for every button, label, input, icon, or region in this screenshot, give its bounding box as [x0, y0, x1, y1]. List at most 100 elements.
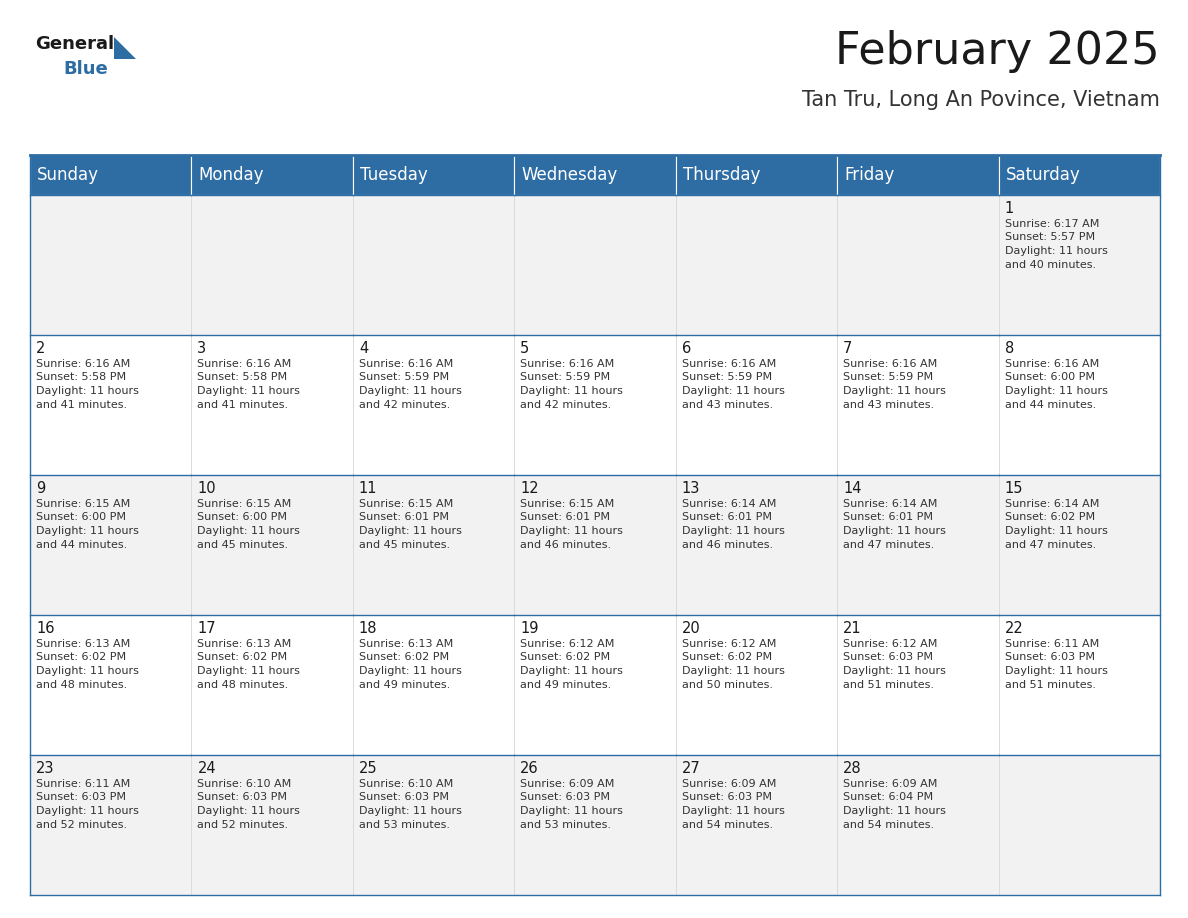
Text: Sunrise: 6:16 AM: Sunrise: 6:16 AM [682, 359, 776, 369]
Text: Sunrise: 6:09 AM: Sunrise: 6:09 AM [682, 779, 776, 789]
Text: and 40 minutes.: and 40 minutes. [1005, 260, 1095, 270]
Text: and 52 minutes.: and 52 minutes. [197, 820, 289, 830]
Text: Sunset: 6:02 PM: Sunset: 6:02 PM [682, 653, 772, 663]
Bar [353, 475, 514, 615]
Text: and 46 minutes.: and 46 minutes. [520, 540, 612, 550]
Text: and 42 minutes.: and 42 minutes. [520, 399, 612, 409]
Bar [353, 155, 514, 195]
Text: and 50 minutes.: and 50 minutes. [682, 679, 772, 689]
Bar [191, 195, 353, 335]
Bar [838, 155, 999, 195]
Bar [999, 475, 1159, 615]
Bar [514, 755, 676, 895]
Text: 18: 18 [359, 621, 378, 636]
Text: Sunrise: 6:16 AM: Sunrise: 6:16 AM [843, 359, 937, 369]
Text: and 51 minutes.: and 51 minutes. [843, 679, 934, 689]
Bar [30, 475, 191, 615]
Text: Sunset: 6:02 PM: Sunset: 6:02 PM [359, 653, 449, 663]
Text: Sunset: 6:00 PM: Sunset: 6:00 PM [197, 512, 287, 522]
Text: Sunset: 5:58 PM: Sunset: 5:58 PM [197, 373, 287, 383]
Bar [838, 335, 999, 475]
Text: General: General [34, 35, 114, 53]
Bar [191, 475, 353, 615]
Text: Sunset: 6:01 PM: Sunset: 6:01 PM [843, 512, 933, 522]
Text: and 52 minutes.: and 52 minutes. [36, 820, 127, 830]
Text: Sunrise: 6:13 AM: Sunrise: 6:13 AM [197, 639, 292, 649]
Bar [838, 615, 999, 755]
Text: and 43 minutes.: and 43 minutes. [843, 399, 934, 409]
Text: 12: 12 [520, 481, 539, 496]
Text: 10: 10 [197, 481, 216, 496]
Text: Sunset: 6:02 PM: Sunset: 6:02 PM [197, 653, 287, 663]
Text: Daylight: 11 hours: Daylight: 11 hours [197, 526, 301, 536]
Text: and 54 minutes.: and 54 minutes. [682, 820, 773, 830]
Text: Sunrise: 6:15 AM: Sunrise: 6:15 AM [197, 499, 292, 509]
Text: Sunrise: 6:10 AM: Sunrise: 6:10 AM [359, 779, 453, 789]
Text: Sunset: 5:57 PM: Sunset: 5:57 PM [1005, 232, 1094, 242]
Text: and 46 minutes.: and 46 minutes. [682, 540, 773, 550]
Bar [838, 755, 999, 895]
Text: 28: 28 [843, 761, 861, 776]
Text: Sunrise: 6:15 AM: Sunrise: 6:15 AM [36, 499, 131, 509]
Text: Sunrise: 6:13 AM: Sunrise: 6:13 AM [36, 639, 131, 649]
Text: Sunrise: 6:16 AM: Sunrise: 6:16 AM [197, 359, 292, 369]
Text: Sunset: 5:59 PM: Sunset: 5:59 PM [682, 373, 772, 383]
Text: 26: 26 [520, 761, 539, 776]
Text: Sunday: Sunday [37, 166, 99, 184]
Bar [514, 475, 676, 615]
Text: Sunset: 6:00 PM: Sunset: 6:00 PM [36, 512, 126, 522]
Text: Sunset: 5:58 PM: Sunset: 5:58 PM [36, 373, 126, 383]
Text: 25: 25 [359, 761, 378, 776]
Text: and 45 minutes.: and 45 minutes. [359, 540, 450, 550]
Text: and 44 minutes.: and 44 minutes. [36, 540, 127, 550]
Text: 27: 27 [682, 761, 701, 776]
Text: Daylight: 11 hours: Daylight: 11 hours [1005, 666, 1107, 676]
Text: Sunrise: 6:12 AM: Sunrise: 6:12 AM [843, 639, 937, 649]
Bar [676, 335, 838, 475]
Bar [30, 195, 191, 335]
Bar [353, 195, 514, 335]
Text: Sunset: 6:02 PM: Sunset: 6:02 PM [520, 653, 611, 663]
Text: Sunset: 6:04 PM: Sunset: 6:04 PM [843, 792, 934, 802]
Text: 5: 5 [520, 341, 530, 356]
Bar [353, 755, 514, 895]
Text: Daylight: 11 hours: Daylight: 11 hours [520, 806, 624, 816]
Text: Sunset: 6:00 PM: Sunset: 6:00 PM [1005, 373, 1094, 383]
Text: 9: 9 [36, 481, 45, 496]
Text: Saturday: Saturday [1005, 166, 1080, 184]
Text: Sunset: 6:03 PM: Sunset: 6:03 PM [682, 792, 772, 802]
Bar [676, 755, 838, 895]
Text: Sunrise: 6:12 AM: Sunrise: 6:12 AM [682, 639, 776, 649]
Text: 15: 15 [1005, 481, 1023, 496]
Bar [676, 615, 838, 755]
Text: Daylight: 11 hours: Daylight: 11 hours [1005, 386, 1107, 396]
Bar [30, 155, 191, 195]
Text: and 53 minutes.: and 53 minutes. [359, 820, 450, 830]
Text: Tan Tru, Long An Povince, Vietnam: Tan Tru, Long An Povince, Vietnam [802, 90, 1159, 110]
Bar [676, 155, 838, 195]
Text: Daylight: 11 hours: Daylight: 11 hours [36, 526, 139, 536]
Text: Sunrise: 6:16 AM: Sunrise: 6:16 AM [1005, 359, 1099, 369]
Text: and 43 minutes.: and 43 minutes. [682, 399, 773, 409]
Text: Daylight: 11 hours: Daylight: 11 hours [359, 806, 462, 816]
Text: Sunset: 5:59 PM: Sunset: 5:59 PM [520, 373, 611, 383]
Text: Daylight: 11 hours: Daylight: 11 hours [843, 806, 946, 816]
Bar [999, 755, 1159, 895]
Text: Daylight: 11 hours: Daylight: 11 hours [1005, 246, 1107, 256]
Text: Daylight: 11 hours: Daylight: 11 hours [520, 526, 624, 536]
Text: Monday: Monday [198, 166, 264, 184]
Text: Daylight: 11 hours: Daylight: 11 hours [520, 386, 624, 396]
Bar [30, 755, 191, 895]
Text: 13: 13 [682, 481, 700, 496]
Bar [353, 335, 514, 475]
Text: and 49 minutes.: and 49 minutes. [520, 679, 612, 689]
Text: 2: 2 [36, 341, 45, 356]
Text: Sunrise: 6:16 AM: Sunrise: 6:16 AM [520, 359, 614, 369]
Bar [191, 155, 353, 195]
Text: Sunset: 6:01 PM: Sunset: 6:01 PM [520, 512, 611, 522]
Text: Sunrise: 6:16 AM: Sunrise: 6:16 AM [36, 359, 131, 369]
Text: Sunset: 6:03 PM: Sunset: 6:03 PM [1005, 653, 1094, 663]
Bar [676, 475, 838, 615]
Text: 20: 20 [682, 621, 701, 636]
Text: Sunset: 6:03 PM: Sunset: 6:03 PM [843, 653, 933, 663]
